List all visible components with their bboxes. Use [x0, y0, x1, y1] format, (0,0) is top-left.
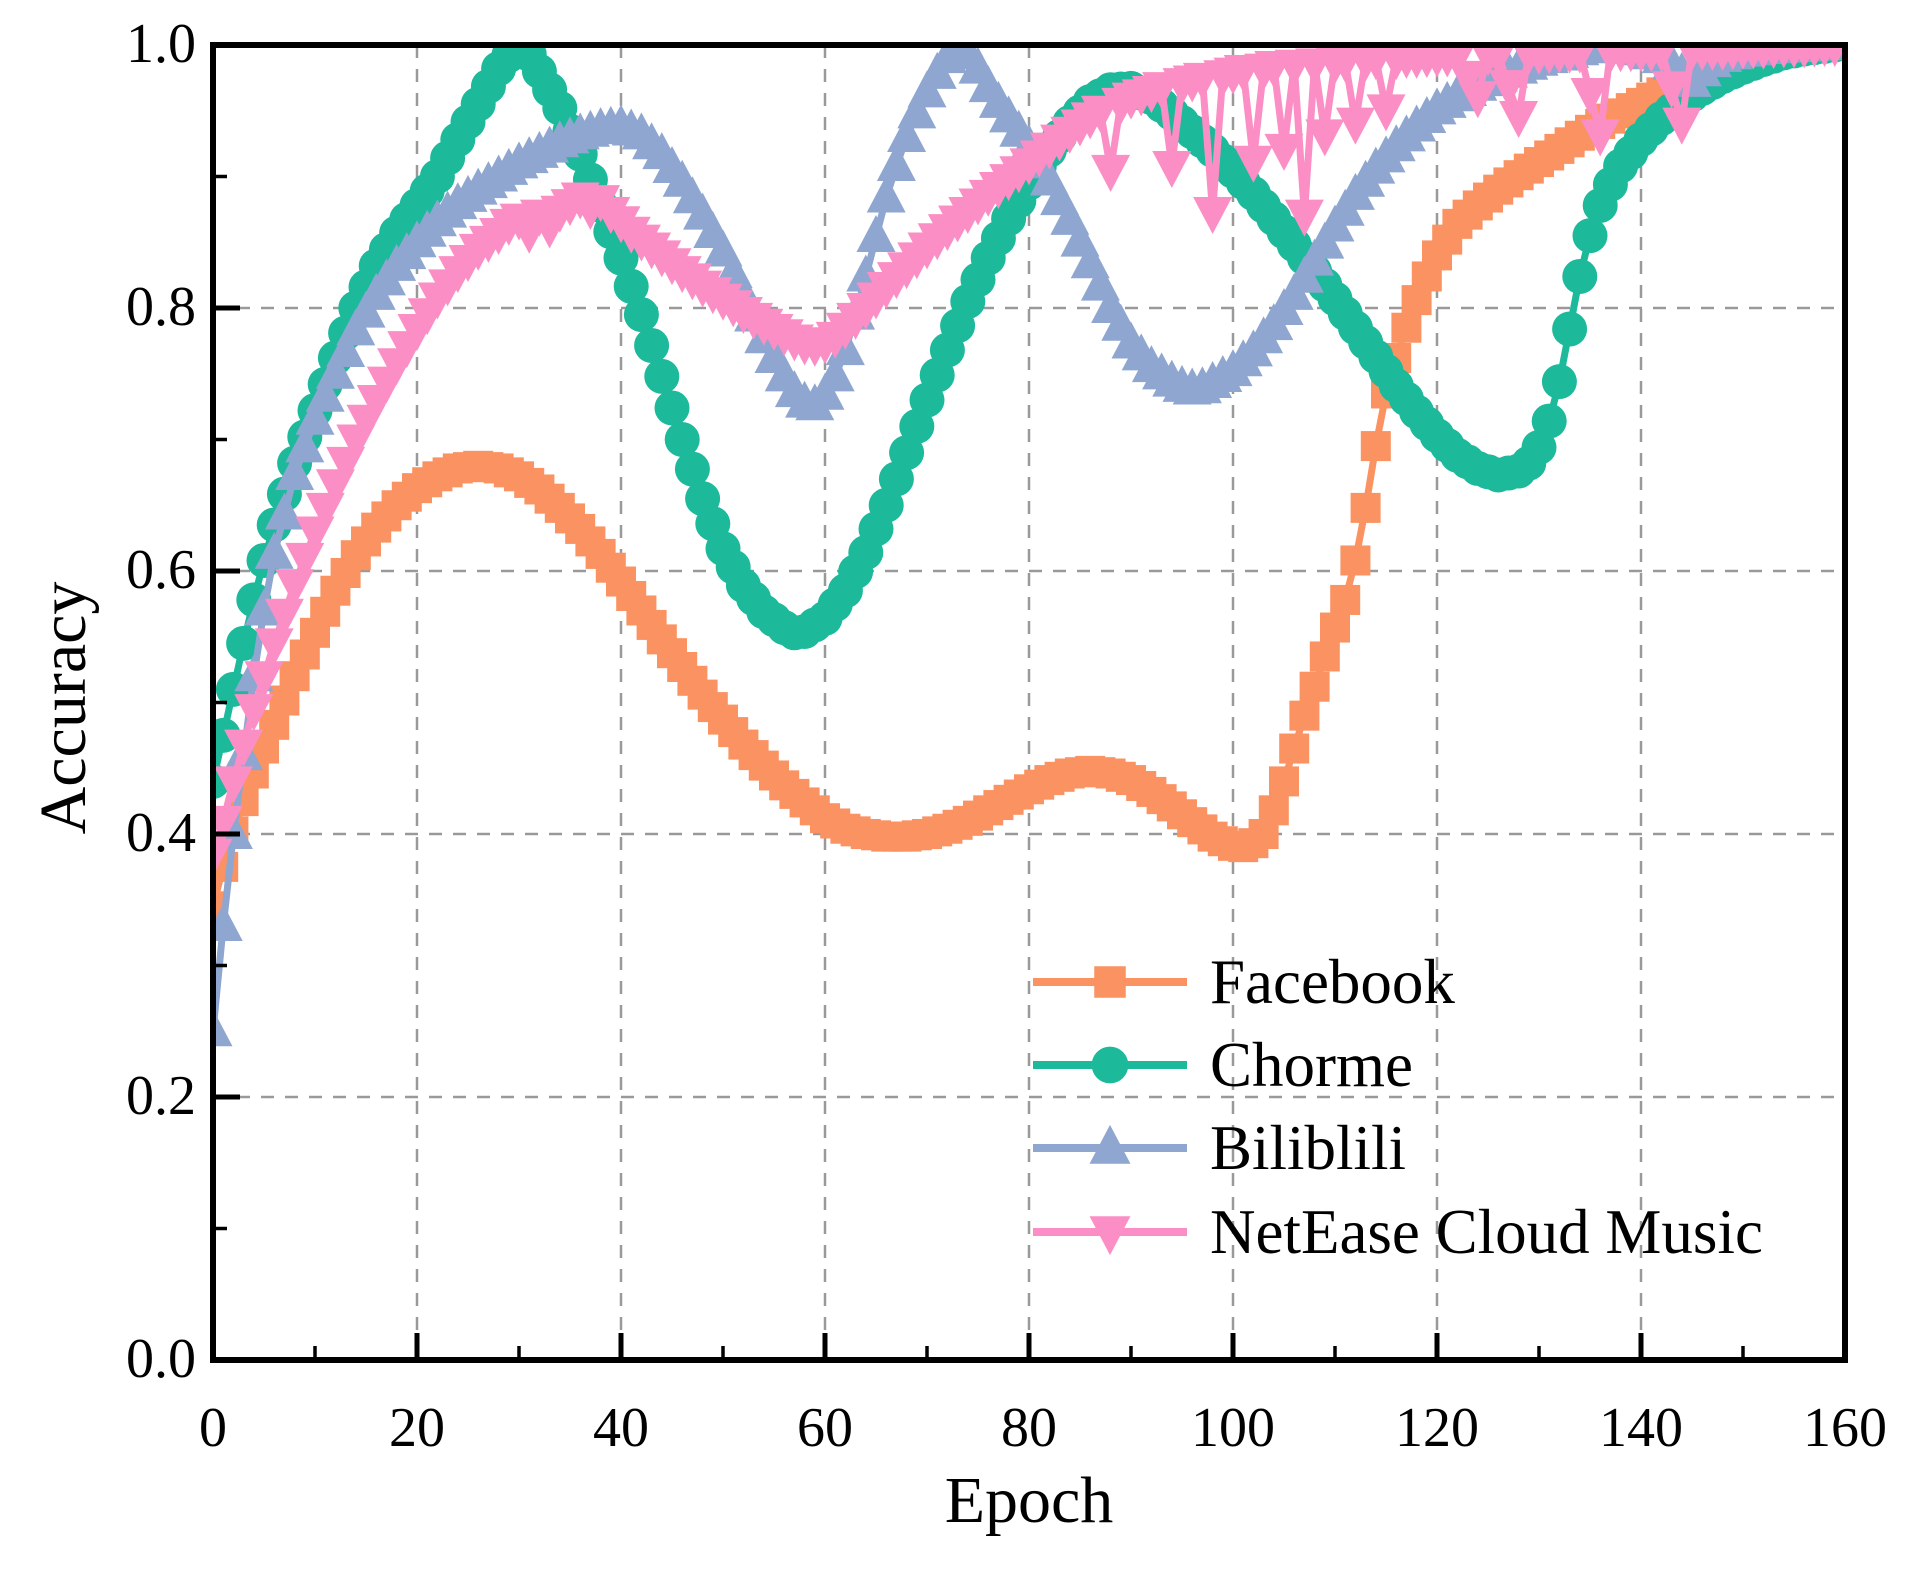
series-netease-cloud-music — [213, 45, 1845, 876]
x-tick-label: 80 — [1001, 1397, 1057, 1459]
y-axis-title: Accuracy — [27, 581, 100, 835]
y-tick-label: 0.4 — [126, 801, 196, 864]
y-tick-label: 0.0 — [126, 1327, 196, 1390]
legend-label: Chorme — [1210, 1029, 1413, 1100]
gridlines — [213, 45, 1845, 1360]
x-tick-label: 0 — [199, 1397, 227, 1459]
x-tick-label: 140 — [1599, 1397, 1683, 1459]
y-tick-label: 0.8 — [126, 275, 196, 338]
x-tick-label: 160 — [1803, 1397, 1887, 1459]
x-tick-label: 20 — [389, 1397, 445, 1459]
y-tick-label: 1.0 — [126, 12, 196, 75]
x-tick-label: 40 — [593, 1397, 649, 1459]
legend-label: NetEase Cloud Music — [1210, 1196, 1763, 1267]
legend-item-biliblili: Biliblili — [1030, 1113, 1406, 1183]
legend-label: Facebook — [1210, 946, 1455, 1017]
x-tick-label: 120 — [1395, 1397, 1479, 1459]
legend-marker-circle — [1033, 1046, 1187, 1084]
legend-marker-triangle-down — [1033, 1216, 1187, 1256]
y-tick-label: 0.6 — [126, 538, 196, 601]
x-axis-title: Epoch — [944, 1464, 1114, 1537]
legend-marker-square — [1033, 966, 1187, 998]
plot-border — [210, 42, 1848, 1363]
legend-item-facebook: Facebook — [1030, 947, 1455, 1017]
legend-label: Biliblili — [1210, 1112, 1407, 1183]
legend-marker-triangle-up — [1033, 1124, 1187, 1164]
legend-item-chorme: Chorme — [1030, 1030, 1413, 1100]
y-tick-label: 0.2 — [126, 1064, 196, 1127]
x-tick-label: 60 — [797, 1397, 853, 1459]
legend-item-netease-cloud-music: NetEase Cloud Music — [1030, 1197, 1763, 1267]
x-tick-label: 100 — [1191, 1397, 1275, 1459]
